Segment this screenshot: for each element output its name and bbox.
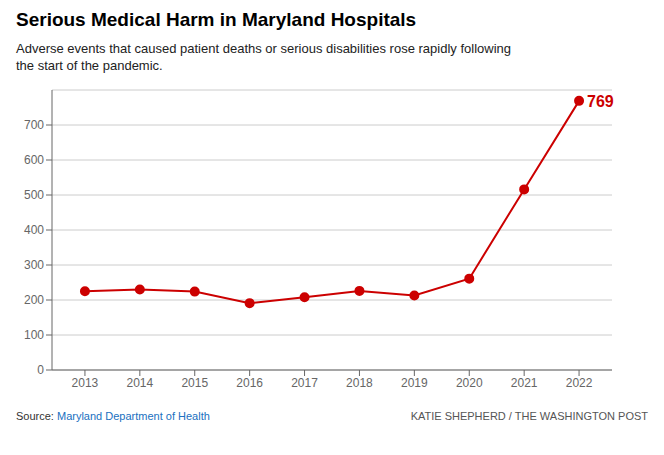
svg-text:2018: 2018	[346, 376, 373, 390]
svg-text:100: 100	[24, 328, 44, 342]
svg-text:2013: 2013	[72, 376, 99, 390]
svg-text:300: 300	[24, 258, 44, 272]
svg-text:2021: 2021	[511, 376, 538, 390]
svg-text:769: 769	[587, 93, 614, 110]
svg-text:2017: 2017	[291, 376, 318, 390]
svg-text:2016: 2016	[236, 376, 263, 390]
svg-text:0: 0	[37, 363, 44, 377]
svg-text:2019: 2019	[401, 376, 428, 390]
svg-text:600: 600	[24, 153, 44, 167]
html-text:Serious Medical Harm in Maryla: Serious Medical Harm in Maryland Hospita…	[16, 9, 417, 30]
svg-text:2020: 2020	[456, 376, 483, 390]
html-text:KATIE SHEPHERD / THE WASHINGTO: KATIE SHEPHERD / THE WASHINGTON POST	[410, 410, 648, 422]
svg-text:400: 400	[24, 223, 44, 237]
svg-text:500: 500	[24, 188, 44, 202]
svg-text:2022: 2022	[566, 376, 593, 390]
svg-text:700: 700	[24, 118, 44, 132]
svg-text:200: 200	[24, 293, 44, 307]
svg-text:2015: 2015	[181, 376, 208, 390]
html-text:Adverse events that caused pat: Adverse events that caused patient death…	[16, 41, 511, 73]
html-text:Source: Maryland Department of: Source: Maryland Department of Health	[16, 410, 210, 422]
svg-text:2014: 2014	[126, 376, 153, 390]
